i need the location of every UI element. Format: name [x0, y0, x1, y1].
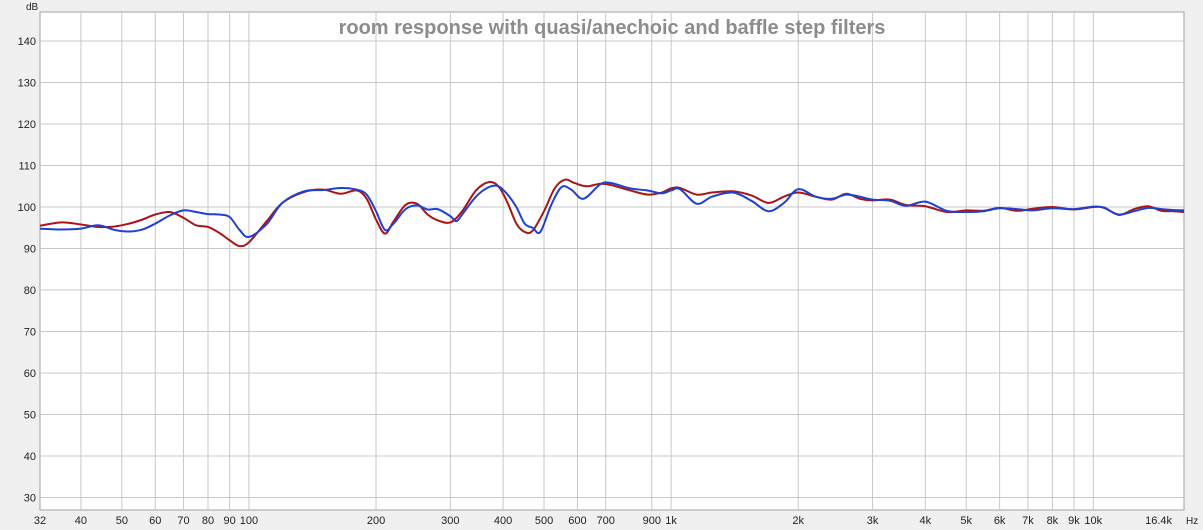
x-tick-label: 50	[116, 515, 128, 527]
x-tick-label: 90	[223, 515, 235, 527]
x-tick-label: 600	[568, 515, 586, 527]
y-tick-label: 30	[24, 493, 36, 505]
series-line-2	[39, 181, 1185, 239]
x-tick-label: 200	[367, 515, 385, 527]
x-tick-label: 400	[494, 515, 512, 527]
x-tick-label: 16.4k	[1145, 515, 1172, 527]
grid-lines	[40, 12, 1184, 510]
x-axis-ticks: 32 40 50 60 70 80 90 100 200 300 400 500 600 700 900 1k…	[34, 515, 1173, 527]
x-tick-label: 2k	[792, 515, 804, 527]
x-tick-label: 500	[535, 515, 553, 527]
x-tick-label: 40	[75, 515, 87, 527]
x-tick-label: 100	[240, 515, 258, 527]
x-tick-label: 3k	[867, 515, 879, 527]
x-tick-label: 6k	[994, 515, 1006, 527]
x-tick-label: 9k	[1068, 515, 1080, 527]
x-tick-label: 10k	[1084, 515, 1102, 527]
plot-area	[39, 11, 1185, 511]
x-tick-label: 8k	[1047, 515, 1059, 527]
y-tick-label: 60	[24, 368, 36, 380]
series-line-1	[39, 178, 1185, 248]
x-tick-label: 32	[34, 515, 46, 527]
x-tick-label: 900	[643, 515, 661, 527]
y-tick-label: 110	[18, 161, 36, 173]
y-tick-label: 70	[24, 327, 36, 339]
y-tick-label: 130	[18, 78, 36, 90]
series-layer	[39, 178, 1185, 248]
x-tick-label: 70	[177, 515, 189, 527]
y-axis-unit-label: dB	[26, 2, 39, 13]
x-tick-label: 300	[441, 515, 459, 527]
x-tick-label: 1k	[665, 515, 677, 527]
y-axis-ticks: 30 40 50 60 70 80 90 100 110 120 130 140	[18, 36, 36, 505]
y-tick-label: 140	[18, 36, 36, 48]
y-tick-label: 100	[18, 202, 36, 214]
y-tick-label: 90	[24, 244, 36, 256]
y-tick-label: 50	[24, 410, 36, 422]
chart-title: room response with quasi/anechoic and ba…	[339, 17, 886, 39]
x-axis-unit-label: Hz	[1186, 516, 1198, 527]
y-tick-label: 120	[18, 119, 36, 131]
y-tick-label: 40	[24, 451, 36, 463]
x-tick-label: 80	[202, 515, 214, 527]
x-tick-label: 5k	[960, 515, 972, 527]
x-tick-label: 700	[597, 515, 615, 527]
x-tick-label: 7k	[1022, 515, 1034, 527]
y-tick-label: 80	[24, 285, 36, 297]
x-tick-label: 60	[149, 515, 161, 527]
x-tick-label: 4k	[919, 515, 931, 527]
